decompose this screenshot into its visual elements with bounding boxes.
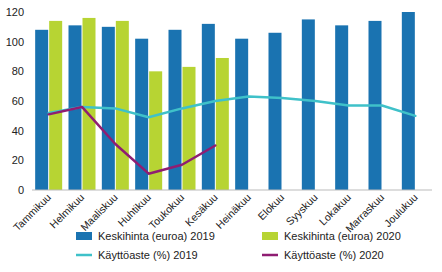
line: [49, 97, 416, 118]
legend-label: Käyttöaste (%) 2019: [98, 249, 198, 261]
y-tick-label: 80: [12, 65, 24, 77]
y-tick-label: 120: [6, 6, 24, 18]
legend-swatch: [76, 232, 92, 240]
plot-marks: [35, 12, 415, 190]
bar: [116, 21, 129, 190]
legend-label: Käyttöaste (%) 2020: [284, 249, 384, 261]
x-tick-label: Syyskuu: [283, 191, 320, 228]
bar: [83, 18, 96, 190]
x-tick-label: Toukokuu: [146, 191, 186, 231]
bar: [49, 21, 62, 190]
legend-swatch: [262, 232, 278, 240]
legend-swatch: [76, 254, 92, 257]
x-tick-label: Heinäkuu: [213, 191, 253, 231]
y-tick-label: 60: [12, 95, 24, 107]
bar: [402, 12, 415, 190]
x-tick-label: Maaliskuu: [78, 191, 120, 233]
x-axis-line: [32, 190, 432, 191]
x-tick-label: Joulukuu: [382, 191, 420, 229]
chart-svg: 020406080100120TammikuuHelmikuuMaaliskuu…: [0, 0, 442, 272]
x-tick-label: Tammikuu: [11, 191, 53, 233]
y-tick-label: 20: [12, 154, 24, 166]
y-tick-label: 0: [18, 184, 24, 196]
legend-label: Keskihinta (euroa) 2019: [98, 230, 215, 242]
legend-label: Keskihinta (euroa) 2020: [284, 230, 401, 242]
bar: [216, 58, 229, 190]
bar: [183, 67, 196, 190]
x-tick-label: Marraskuu: [343, 191, 387, 235]
bar: [35, 30, 48, 190]
line: [49, 107, 216, 174]
x-tick-label: Elokuu: [255, 191, 286, 222]
bar: [302, 19, 315, 190]
bar: [202, 24, 215, 190]
chart-container: 020406080100120TammikuuHelmikuuMaaliskuu…: [0, 0, 442, 272]
bar: [335, 25, 348, 190]
legend-swatch: [262, 254, 278, 257]
bar: [269, 33, 282, 190]
bar: [235, 39, 248, 190]
y-tick-label: 100: [6, 36, 24, 48]
y-tick-label: 40: [12, 125, 24, 137]
